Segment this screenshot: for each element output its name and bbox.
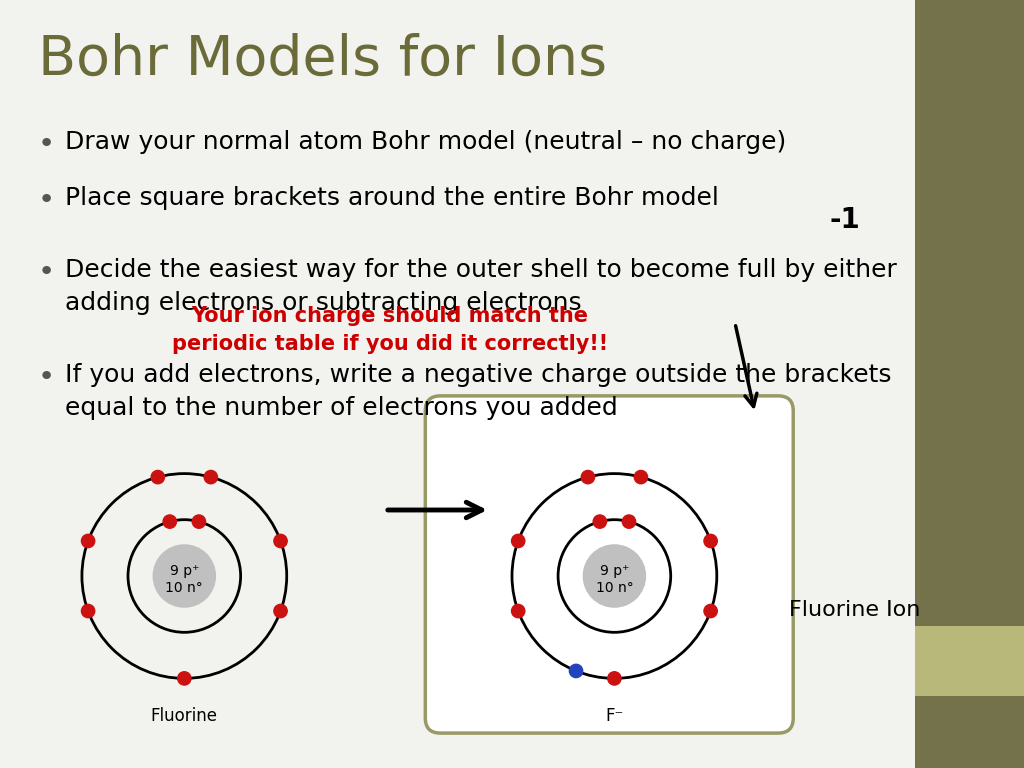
Circle shape [623, 515, 636, 528]
Text: 9 p⁺: 9 p⁺ [600, 564, 629, 578]
Circle shape [82, 604, 95, 617]
Text: F⁻: F⁻ [605, 707, 624, 725]
Bar [915, 696, 1024, 768]
FancyBboxPatch shape [425, 396, 794, 733]
Text: Place square brackets around the entire Bohr model: Place square brackets around the entire … [65, 186, 719, 210]
Circle shape [512, 535, 525, 548]
Circle shape [273, 604, 287, 617]
Text: 9 p⁺: 9 p⁺ [170, 564, 199, 578]
Circle shape [273, 535, 287, 548]
Circle shape [593, 515, 606, 528]
Text: •: • [38, 130, 55, 158]
Text: 10 n°: 10 n° [596, 581, 633, 595]
Circle shape [163, 515, 176, 528]
Circle shape [569, 664, 583, 677]
Circle shape [608, 672, 621, 685]
Text: -1: -1 [829, 206, 860, 234]
Bar [915, 626, 1024, 696]
Circle shape [152, 471, 165, 484]
Circle shape [512, 604, 525, 617]
Circle shape [193, 515, 206, 528]
Text: If you add electrons, write a negative charge outside the brackets
equal to the : If you add electrons, write a negative c… [65, 363, 892, 419]
Circle shape [634, 471, 647, 484]
Text: 10 n°: 10 n° [166, 581, 203, 595]
Text: Fluorine: Fluorine [151, 707, 218, 725]
Circle shape [178, 672, 190, 685]
Circle shape [703, 604, 717, 617]
Text: Bohr Models for Ions: Bohr Models for Ions [38, 33, 607, 87]
Circle shape [204, 471, 217, 484]
Circle shape [582, 471, 595, 484]
Text: •: • [38, 258, 55, 286]
Circle shape [703, 535, 717, 548]
Text: Draw your normal atom Bohr model (neutral – no charge): Draw your normal atom Bohr model (neutra… [65, 130, 786, 154]
Circle shape [82, 535, 95, 548]
Text: •: • [38, 363, 55, 391]
Circle shape [584, 545, 645, 607]
Text: Decide the easiest way for the outer shell to become full by either
adding elect: Decide the easiest way for the outer she… [65, 258, 897, 315]
Text: Fluorine Ion: Fluorine Ion [790, 600, 921, 620]
Text: •: • [38, 186, 55, 214]
Text: Your ion charge should match the
periodic table if you did it correctly!!: Your ion charge should match the periodi… [172, 306, 608, 354]
Circle shape [154, 545, 215, 607]
Bar [915, 0, 1024, 626]
